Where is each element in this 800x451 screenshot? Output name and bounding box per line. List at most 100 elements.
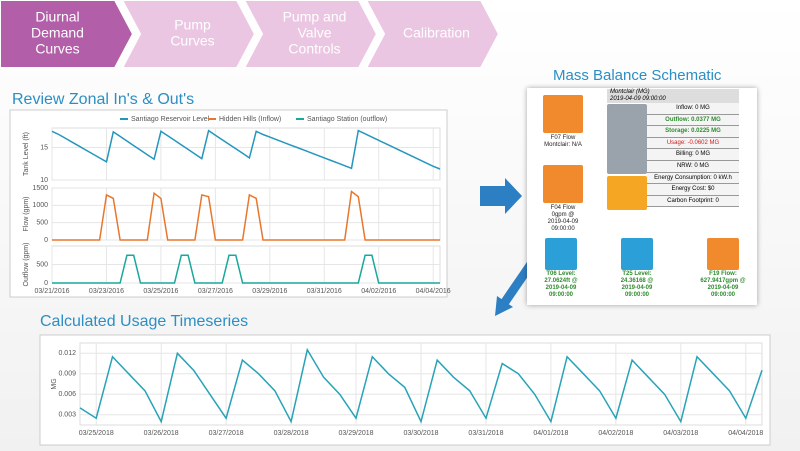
series-line xyxy=(51,129,441,170)
row: Carbon Footprint: 0 xyxy=(647,195,739,208)
row: Storage: 0.0225 MG xyxy=(647,126,739,138)
node-line: T06 Level: xyxy=(546,271,576,277)
balance-table: Inflow: 0 MG Outflow: 0.0377 MG Storage:… xyxy=(647,103,739,208)
x-tick-label: 04/04/2018 xyxy=(728,430,763,437)
legend-label: Santiago Reservoir Level xyxy=(131,116,210,123)
y-tick-label: 15 xyxy=(40,144,48,151)
usage-title: Calculated Usage Timeseries xyxy=(40,313,248,330)
step-chevron xyxy=(364,0,501,69)
down-arrow xyxy=(501,261,535,305)
node-line: T25 Level: xyxy=(622,271,652,277)
node-line: F19 Flow: xyxy=(709,271,737,277)
right-arrow xyxy=(480,178,522,214)
x-tick-label: 04/03/2018 xyxy=(663,430,698,437)
node-line: F04 Flow xyxy=(550,205,576,211)
step-label: Diurnal xyxy=(35,9,79,25)
x-tick-label: 03/21/2016 xyxy=(34,288,69,295)
step-label: Curves xyxy=(170,33,214,49)
f19-icon xyxy=(707,238,739,270)
node-line: 24.36168 @ xyxy=(620,278,654,284)
zone-time: 2019-04-09 09:00:00 xyxy=(610,96,666,102)
x-tick-label: 03/30/2018 xyxy=(403,430,438,437)
y-tick-label: 500 xyxy=(36,261,48,268)
f04-icon xyxy=(543,165,583,203)
y-tick-label: 0.006 xyxy=(58,391,76,398)
x-tick-label: 04/02/2018 xyxy=(598,430,633,437)
t25-icon xyxy=(621,238,653,270)
energy-icon xyxy=(607,176,647,210)
node-line: 09:00:00 xyxy=(551,226,575,232)
step-label: Curves xyxy=(35,41,79,57)
series-line xyxy=(52,190,440,241)
x-tick-label: 03/31/2016 xyxy=(307,288,342,295)
schematic: Montclair (MG) 2019-04-09 09:00:00 F07 Fl… xyxy=(527,88,757,305)
node-line: 09:00:00 xyxy=(548,292,574,298)
y-tick-label: 0.003 xyxy=(58,412,76,419)
row: Billing: 0 MG xyxy=(647,149,739,161)
series-line xyxy=(52,254,440,284)
y-tick-label: 0.009 xyxy=(58,371,76,378)
row: Inflow: 0 MG xyxy=(647,103,739,115)
step-label: Valve xyxy=(298,25,332,41)
zonal-panel xyxy=(9,109,448,298)
node-line: 627.9417gpm @ xyxy=(700,278,746,284)
node-line: 09:00:00 xyxy=(710,292,736,298)
step-label: Pump and xyxy=(283,9,347,25)
y-tick-label: 500 xyxy=(36,220,48,227)
node-line: 0gpm @ xyxy=(551,212,575,218)
row: Energy Cost: $0 xyxy=(647,184,739,196)
node-line: 2019-04-09 xyxy=(707,285,739,291)
zone: Montclair (MG) xyxy=(610,89,650,95)
step-label: Pump xyxy=(174,17,211,33)
row: Outflow: 0.0377 MG xyxy=(647,114,739,127)
node-line: 09:00:00 xyxy=(624,292,650,298)
x-tick-label: 04/02/2016 xyxy=(361,288,396,295)
y-tick-label: 1000 xyxy=(32,202,48,209)
step-label: Controls xyxy=(288,41,340,57)
row: Usage: -0.0602 MG xyxy=(647,137,739,150)
y-tick-label: 0 xyxy=(44,280,48,287)
step-label: Demand xyxy=(31,25,84,41)
y-axis-label: Flow (gpm) xyxy=(23,196,30,231)
node-line: Montclair: N/A xyxy=(544,142,582,148)
x-tick-label: 03/27/2016 xyxy=(198,288,233,295)
node-line: 27.0624ft @ xyxy=(544,278,578,284)
node-line: 2019-04-09 xyxy=(621,285,653,291)
x-tick-label: 03/29/2018 xyxy=(339,430,374,437)
legend-label: Santiago Station (outflow) xyxy=(307,116,387,123)
x-tick-label: 03/29/2016 xyxy=(252,288,287,295)
x-tick-label: 03/31/2018 xyxy=(468,430,503,437)
y-axis-label: MG xyxy=(51,378,58,389)
y-tick-label: 10 xyxy=(40,177,48,184)
down-arrow-head xyxy=(495,296,513,316)
series-line xyxy=(79,347,763,424)
y-tick-label: 0 xyxy=(44,237,48,244)
row: Energy Consumption: 0 kW.h xyxy=(647,172,739,185)
node-line: 2019-04-09 xyxy=(547,219,579,225)
legend-label: Hidden Hills (Inflow) xyxy=(219,116,281,123)
zone-icon xyxy=(607,104,647,174)
step-chevron xyxy=(0,0,135,69)
x-tick-label: 04/01/2018 xyxy=(533,430,568,437)
y-axis-label: Tank Level (ft) xyxy=(23,132,30,176)
step-chevron xyxy=(120,0,257,69)
row: NRW: 0 MG xyxy=(647,160,739,173)
t06-icon xyxy=(545,238,577,270)
step-label: Calibration xyxy=(403,25,470,41)
y-axis-label: Outflow (gpm) xyxy=(23,243,30,287)
x-tick-label: 04/04/2016 xyxy=(416,288,451,295)
x-tick-label: 03/28/2018 xyxy=(274,430,309,437)
x-tick-label: 03/27/2018 xyxy=(209,430,244,437)
step-chevron xyxy=(242,0,379,69)
schematic-title: Mass Balance Schematic xyxy=(553,67,722,84)
zone-header: Montclair (MG) 2019-04-09 09:00:00 xyxy=(607,89,739,103)
y-tick-label: 0.012 xyxy=(58,350,76,357)
y-tick-label: 1500 xyxy=(32,185,48,192)
x-tick-label: 03/25/2016 xyxy=(143,288,178,295)
node-line: F07 Flow xyxy=(550,135,576,141)
zonal-title: Review Zonal In's & Out's xyxy=(12,91,194,108)
x-tick-label: 03/25/2018 xyxy=(79,430,114,437)
